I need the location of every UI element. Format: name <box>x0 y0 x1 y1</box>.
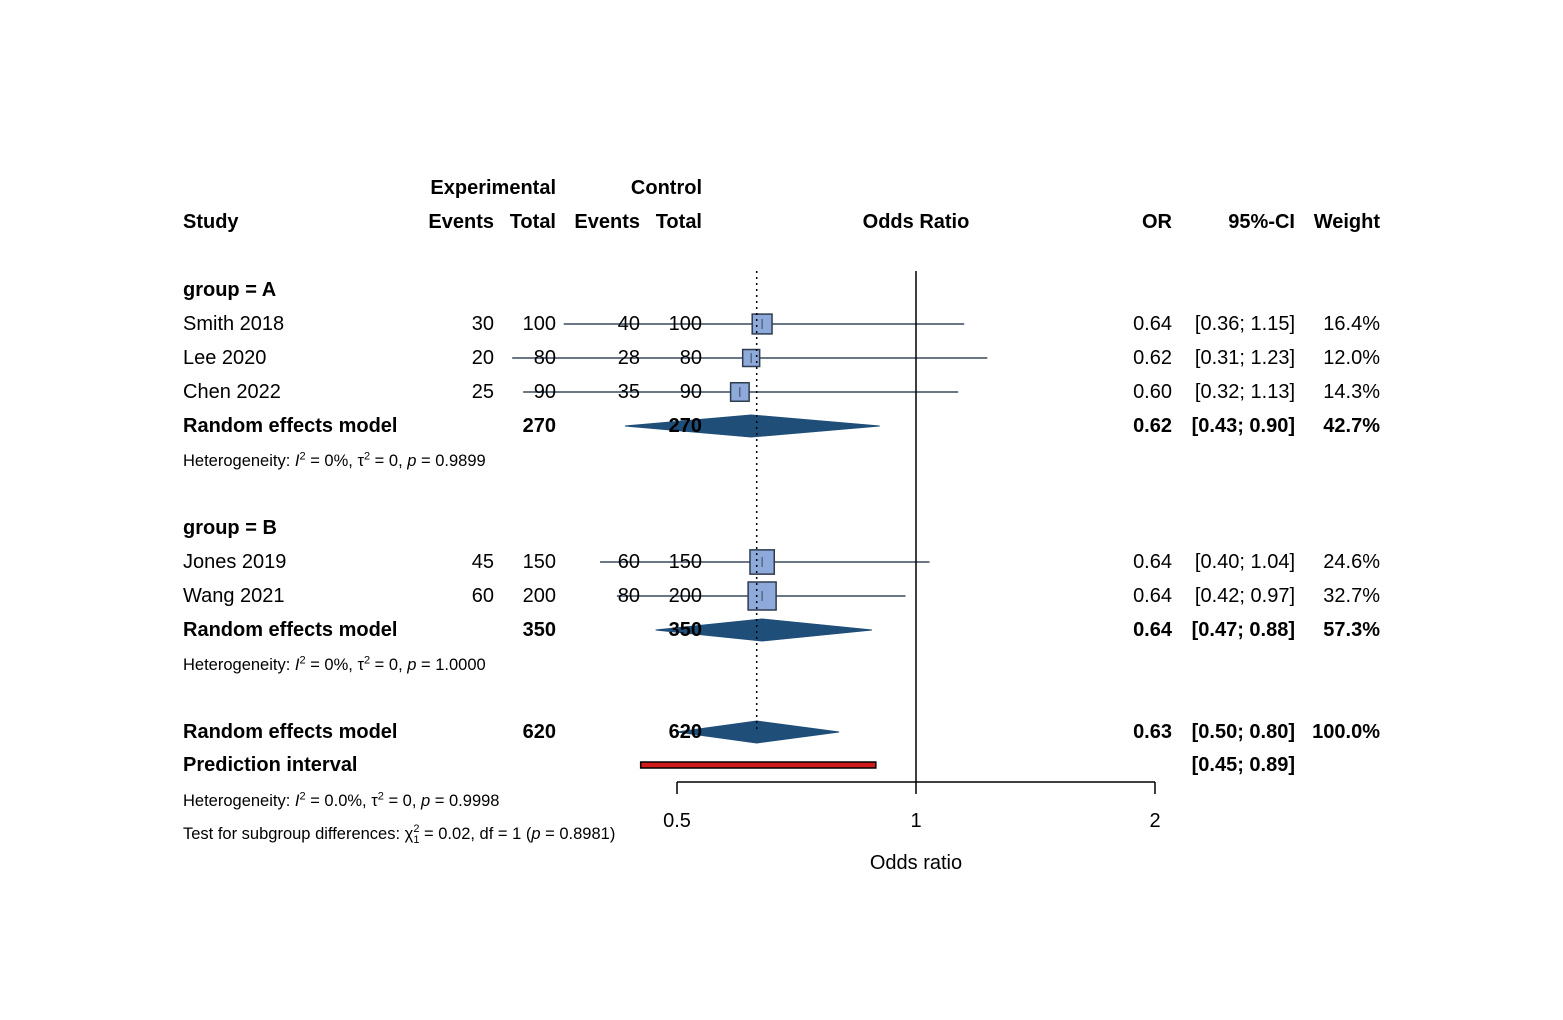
exp-events: 30 <box>471 313 494 335</box>
model-diamond-group <box>655 618 872 642</box>
group-label: group = A <box>183 279 277 301</box>
header-odds-ratio: Odds Ratio <box>862 211 970 233</box>
ctl-total: 200 <box>668 585 702 607</box>
ctl-total: 80 <box>679 347 702 369</box>
exp-events: 25 <box>471 381 494 403</box>
study-weight: 24.6% <box>1323 551 1380 573</box>
study-weight: 16.4% <box>1323 313 1380 335</box>
exp-events: 60 <box>471 585 494 607</box>
ctl-total: 100 <box>668 313 702 335</box>
overall-heterogeneity: Heterogeneity: I2 = 0.0%, τ2 = 0, p = 0.… <box>183 790 500 810</box>
model-or-overall: 0.63 <box>1133 721 1172 743</box>
study-name: Smith 2018 <box>183 313 285 335</box>
x-axis-label: Odds ratio <box>869 852 963 874</box>
ctl-total: 150 <box>668 551 702 573</box>
study-ci: [0.36; 1.15] <box>1194 313 1295 335</box>
study-weight: 14.3% <box>1323 381 1380 403</box>
prediction-bar <box>639 761 877 769</box>
model-label-overall: Random effects model <box>183 721 398 743</box>
header-control: Control <box>630 177 702 199</box>
model-or-group: 0.62 <box>1133 415 1172 437</box>
study-weight: 32.7% <box>1323 585 1380 607</box>
exp-events: 20 <box>471 347 494 369</box>
model-exp-total-group: 270 <box>522 415 556 437</box>
ctl-total: 90 <box>679 381 702 403</box>
model-weight-overall: 100.0% <box>1312 721 1380 743</box>
study-name: Chen 2022 <box>183 381 281 403</box>
x-tick-label: 2 <box>1149 810 1161 832</box>
model-exp-total-group: 350 <box>522 619 556 641</box>
header-experimental: Experimental <box>430 177 556 199</box>
ctl-events: 35 <box>617 381 640 403</box>
x-tick-label: 1 <box>910 810 922 832</box>
model-label-group: Random effects model <box>183 619 398 641</box>
exp-total: 100 <box>522 313 556 335</box>
study-or: 0.62 <box>1133 347 1172 369</box>
exp-total: 90 <box>533 381 556 403</box>
header-ctl-events: Events <box>574 211 640 233</box>
group-heterogeneity: Heterogeneity: I2 = 0%, τ2 = 0, p = 1.00… <box>183 654 486 674</box>
exp-events: 45 <box>471 551 494 573</box>
model-ci-group: [0.43; 0.90] <box>1191 415 1295 437</box>
exp-total: 150 <box>522 551 556 573</box>
model-ctl-total-group: 350 <box>668 619 702 641</box>
study-name: Jones 2019 <box>183 551 287 573</box>
ctl-events: 60 <box>617 551 640 573</box>
model-ci-overall: [0.50; 0.80] <box>1191 721 1295 743</box>
ctl-events: 28 <box>617 347 640 369</box>
model-or-group: 0.64 <box>1133 619 1172 641</box>
group-label: group = B <box>183 517 277 539</box>
study-ci: [0.31; 1.23] <box>1194 347 1295 369</box>
study-ci: [0.42; 0.97] <box>1194 585 1295 607</box>
model-diamond-overall <box>676 720 840 744</box>
ctl-events: 40 <box>617 313 640 335</box>
model-label-group: Random effects model <box>183 415 398 437</box>
header-ci: 95%-CI <box>1228 211 1295 233</box>
header-study: Study <box>183 211 239 233</box>
study-or: 0.64 <box>1133 313 1172 335</box>
exp-total: 200 <box>522 585 556 607</box>
prediction-ci: [0.45; 0.89] <box>1191 754 1295 776</box>
group-heterogeneity: Heterogeneity: I2 = 0%, τ2 = 0, p = 0.98… <box>183 450 486 470</box>
study-name: Lee 2020 <box>183 347 267 369</box>
model-weight-group: 42.7% <box>1323 415 1380 437</box>
study-ci: [0.32; 1.13] <box>1194 381 1295 403</box>
study-name: Wang 2021 <box>183 585 285 607</box>
model-diamond-group <box>624 414 880 438</box>
exp-total: 80 <box>533 347 556 369</box>
model-exp-total-overall: 620 <box>522 721 556 743</box>
model-ci-group: [0.47; 0.88] <box>1191 619 1295 641</box>
study-or: 0.64 <box>1133 585 1172 607</box>
study-ci: [0.40; 1.04] <box>1194 551 1295 573</box>
x-tick-label: 0.5 <box>663 810 691 832</box>
header-ctl-total: Total <box>655 211 702 233</box>
study-or: 0.64 <box>1133 551 1172 573</box>
header-or: OR <box>1142 211 1172 233</box>
model-weight-group: 57.3% <box>1323 619 1380 641</box>
study-weight: 12.0% <box>1323 347 1380 369</box>
model-ctl-total-overall: 620 <box>668 721 702 743</box>
prediction-label: Prediction interval <box>183 754 358 776</box>
header-weight: Weight <box>1313 211 1380 233</box>
header-exp-events: Events <box>428 211 494 233</box>
ctl-events: 80 <box>617 585 640 607</box>
header-exp-total: Total <box>509 211 556 233</box>
model-ctl-total-group: 270 <box>668 415 702 437</box>
study-or: 0.60 <box>1133 381 1172 403</box>
